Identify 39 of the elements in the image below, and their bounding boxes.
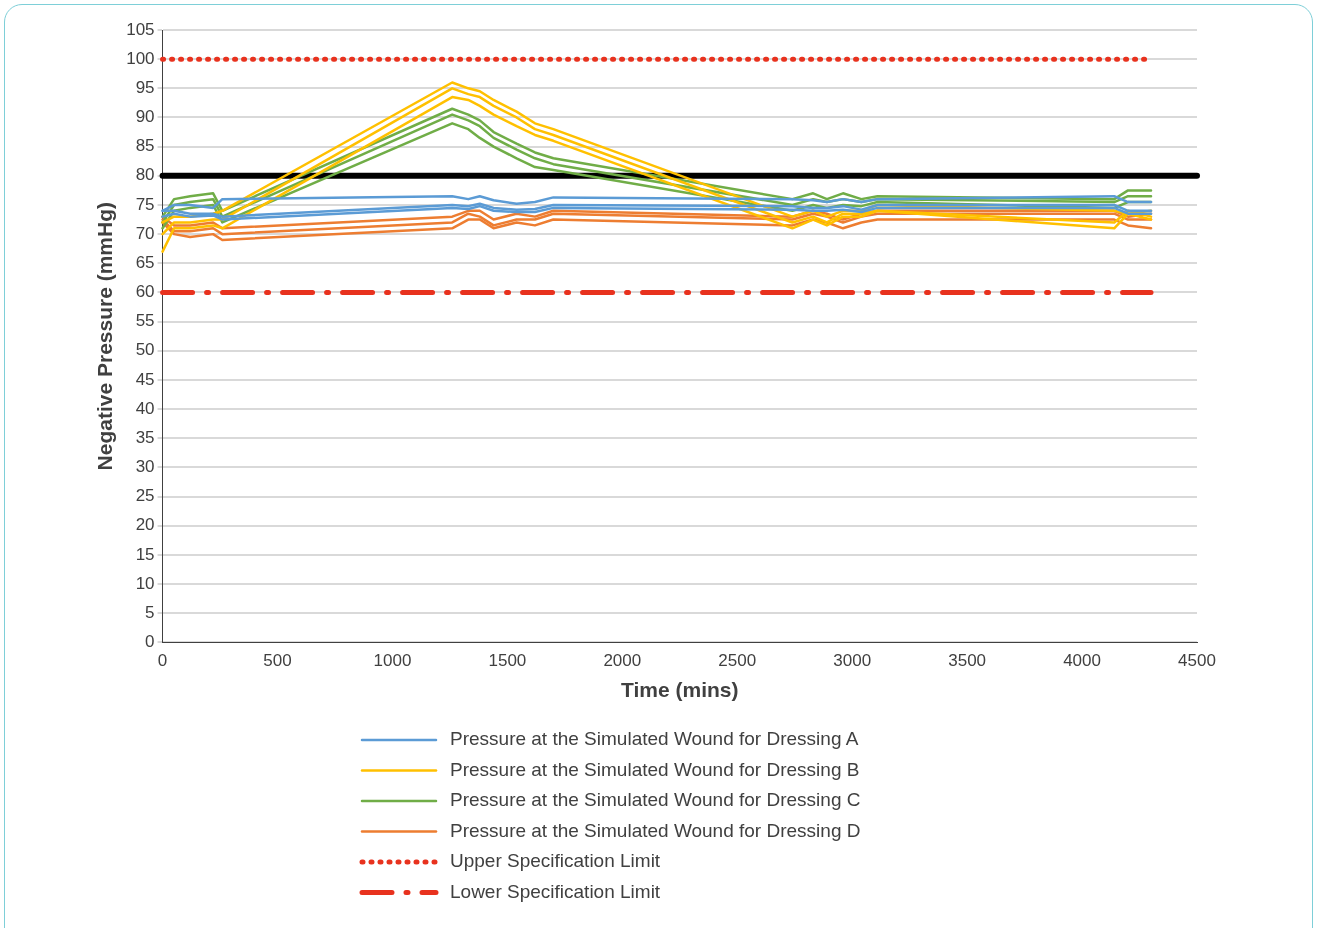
x-tick-label: 4000 [1063,651,1101,671]
x-tick-label: 2500 [718,651,757,671]
y-tick-label: 5 [145,602,155,622]
legend-label: Upper Specification Limit [450,850,661,872]
y-tick-label: 60 [135,282,155,302]
y-tick-label: 75 [135,194,155,214]
y-tick-label: 105 [126,19,155,39]
legend-label: Pressure at the Simulated Wound for Dressing C [450,789,861,811]
y-axis-title: Negative Pressure (mmHg) [93,201,117,471]
legend-label: Pressure at the Simulated Wound for Dressing D [450,819,861,841]
x-tick-label: 1000 [373,651,412,671]
y-tick-label: 25 [135,486,155,506]
x-tick-label: 500 [263,651,292,671]
y-tick-label: 85 [135,136,155,156]
y-tick-label: 95 [135,78,155,98]
x-tick-label: 3500 [948,651,987,671]
x-tick-label: 2000 [603,651,642,671]
y-tick-label: 55 [135,311,155,331]
y-tick-label: 70 [135,223,155,243]
x-axis-title: Time (mins) [621,678,739,702]
y-tick-label: 15 [135,544,155,564]
y-tick-label: 65 [135,252,155,272]
x-tick-label: 3000 [833,651,872,671]
y-tick-label: 30 [135,457,155,477]
y-tick-label: 10 [135,573,155,593]
legend-label: Lower Specification Limit [450,880,661,902]
y-tick-label: 0 [145,632,155,652]
y-tick-label: 50 [135,340,155,360]
legend-label: Pressure at the Simulated Wound for Dressing B [450,758,860,780]
x-tick-label: 1500 [488,651,527,671]
y-tick-label: 40 [135,398,155,418]
y-tick-label: 100 [126,48,155,68]
y-tick-label: 45 [135,369,155,389]
y-tick-label: 35 [135,427,155,447]
y-tick-label: 90 [135,107,155,127]
y-tick-label: 80 [135,165,155,185]
x-tick-label: 4500 [1178,651,1216,671]
legend-label: Pressure at the Simulated Wound for Dressing A [450,728,859,750]
y-tick-label: 20 [135,515,155,535]
